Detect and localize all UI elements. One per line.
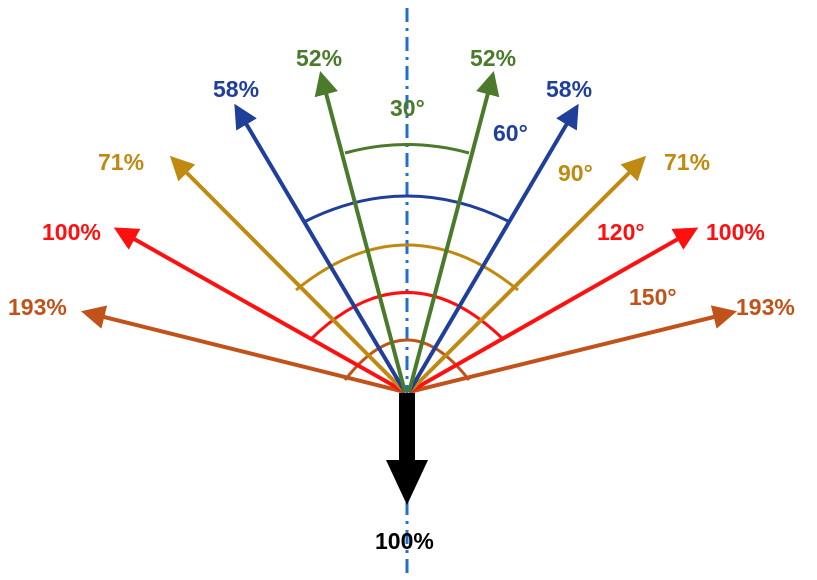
leg-label-60-right: 58% [546,76,592,102]
arc-150 [343,338,471,381]
leg-label-120-right: 100% [706,219,765,245]
leg-label-60-left: 58% [213,76,259,102]
leg-90-right [407,155,647,394]
leg-30-left [314,71,407,393]
angle-label-30: 30° [390,95,425,121]
load-arrow-head [386,460,428,505]
leg-label-30-right: 52% [470,45,516,71]
leg-60-right [407,103,579,394]
angle-label-90: 90° [558,160,593,186]
angle-label-60: 60° [493,120,528,146]
leg-30-right [407,71,500,393]
leg-label-30-left: 52% [296,45,342,71]
leg-120-right [408,227,699,394]
leg-label-150-left: 193% [8,294,67,320]
angle-label-120: 120° [597,219,645,245]
leg-60-left [234,103,407,394]
leg-label-90-right: 71% [664,149,710,175]
arc-30 [344,143,470,155]
load-label: 100% [375,528,434,554]
load-arrow-shaft [399,393,415,463]
leg-label-90-left: 71% [98,149,144,175]
angle-label-150: 150° [629,284,677,310]
leg-label-150-right: 193% [736,294,795,320]
leg-label-120-left: 100% [42,219,101,245]
leg-150-right [408,305,737,394]
arc-90 [295,243,519,292]
leg-120-left [113,227,406,394]
leg-150-left [81,305,406,394]
leg-90-left [169,155,407,394]
arc-60 [303,194,511,224]
